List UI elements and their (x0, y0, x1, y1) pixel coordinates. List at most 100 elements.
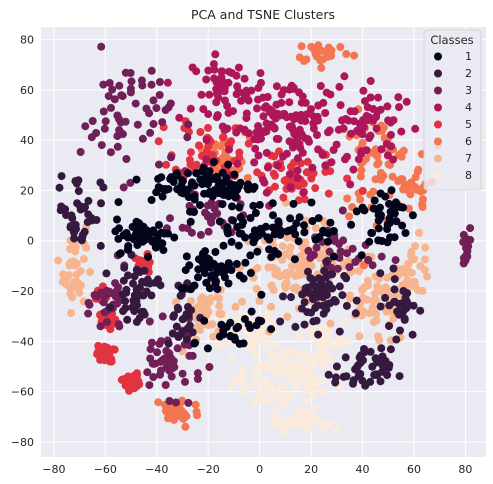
point-class-2 (124, 271, 132, 280)
point-class-1 (201, 167, 210, 176)
point-class-7 (404, 267, 413, 276)
point-class-2 (81, 203, 89, 211)
point-class-4 (365, 134, 374, 142)
point-class-1 (323, 237, 332, 246)
point-class-8 (291, 357, 300, 366)
point-class-2 (376, 377, 385, 386)
point-class-7 (421, 255, 429, 264)
point-class-4 (346, 107, 355, 116)
legend-label: 5 (465, 118, 472, 131)
point-class-7 (208, 320, 217, 329)
point-class-4 (395, 103, 403, 112)
point-class-1 (160, 229, 169, 238)
point-class-3 (113, 299, 122, 308)
point-class-7 (311, 224, 320, 233)
point-class-1 (111, 227, 120, 236)
point-class-2 (119, 307, 127, 316)
point-class-7 (368, 307, 377, 316)
point-class-8 (250, 397, 259, 406)
point-class-6 (356, 172, 365, 181)
point-class-8 (327, 355, 335, 364)
point-class-8 (302, 386, 311, 395)
point-class-4 (163, 78, 172, 87)
point-class-4 (257, 134, 265, 143)
point-class-1 (294, 237, 303, 246)
point-class-1 (233, 223, 242, 232)
point-class-8 (272, 421, 281, 430)
point-class-3 (464, 242, 473, 251)
point-class-3 (147, 338, 156, 347)
point-class-7 (86, 268, 95, 276)
point-class-4 (313, 131, 321, 139)
point-class-2 (353, 362, 362, 371)
point-class-7 (383, 273, 392, 282)
point-class-8 (344, 338, 353, 346)
point-class-3 (304, 246, 313, 255)
point-class-7 (283, 312, 292, 321)
point-class-3 (153, 348, 162, 357)
point-class-2 (138, 277, 147, 286)
point-class-3 (338, 206, 347, 215)
point-class-2 (392, 335, 401, 344)
point-class-1 (223, 223, 232, 232)
point-class-2 (164, 339, 173, 348)
point-class-5 (125, 378, 134, 387)
point-class-8 (220, 340, 229, 349)
point-class-8 (257, 361, 266, 370)
point-class-2 (71, 177, 80, 186)
point-class-1 (358, 203, 367, 212)
point-class-6 (358, 138, 367, 147)
point-class-3 (466, 235, 475, 244)
point-class-2 (276, 317, 285, 326)
point-class-1 (252, 321, 261, 330)
point-class-4 (402, 97, 411, 106)
point-class-1 (228, 202, 236, 211)
y-tick-label: 80 (20, 34, 34, 47)
point-class-3 (466, 224, 475, 233)
x-tick-label: −60 (94, 463, 117, 476)
point-class-3 (158, 312, 167, 321)
point-class-1 (190, 192, 199, 201)
point-class-5 (94, 341, 103, 350)
point-class-2 (395, 310, 403, 319)
point-class-5 (131, 378, 140, 387)
point-class-3 (97, 42, 106, 51)
point-class-3 (149, 373, 158, 382)
point-class-7 (415, 228, 423, 237)
point-class-3 (119, 183, 128, 192)
point-class-2 (401, 293, 410, 302)
point-class-3 (459, 259, 468, 268)
point-class-2 (390, 285, 399, 294)
point-class-3 (158, 118, 167, 127)
point-class-1 (178, 177, 187, 185)
legend: Classes 1 2 3 4 5 6 7 8 (423, 29, 482, 191)
point-class-7 (407, 251, 415, 260)
point-class-1 (122, 229, 131, 237)
legend-item-6: 6 (434, 135, 472, 148)
point-class-3 (161, 106, 170, 114)
point-class-2 (147, 291, 156, 300)
point-class-1 (207, 271, 216, 280)
point-class-3 (166, 214, 174, 223)
point-class-1 (390, 233, 399, 242)
point-class-3 (131, 99, 140, 108)
point-class-2 (169, 312, 178, 321)
point-class-3 (121, 68, 130, 77)
point-class-6 (418, 195, 427, 204)
point-class-7 (291, 283, 300, 292)
point-class-1 (114, 198, 123, 207)
point-class-2 (335, 327, 344, 336)
point-class-3 (181, 377, 189, 386)
y-tick-label: 40 (20, 134, 34, 147)
point-class-3 (149, 120, 158, 128)
point-class-2 (84, 210, 93, 219)
point-class-1 (230, 170, 239, 179)
point-class-2 (389, 264, 398, 273)
point-class-1 (254, 231, 263, 240)
point-class-3 (208, 212, 217, 221)
point-class-2 (137, 307, 146, 316)
point-class-4 (225, 145, 233, 154)
point-class-3 (115, 81, 124, 90)
point-class-8 (316, 355, 325, 364)
point-class-7 (267, 281, 276, 290)
